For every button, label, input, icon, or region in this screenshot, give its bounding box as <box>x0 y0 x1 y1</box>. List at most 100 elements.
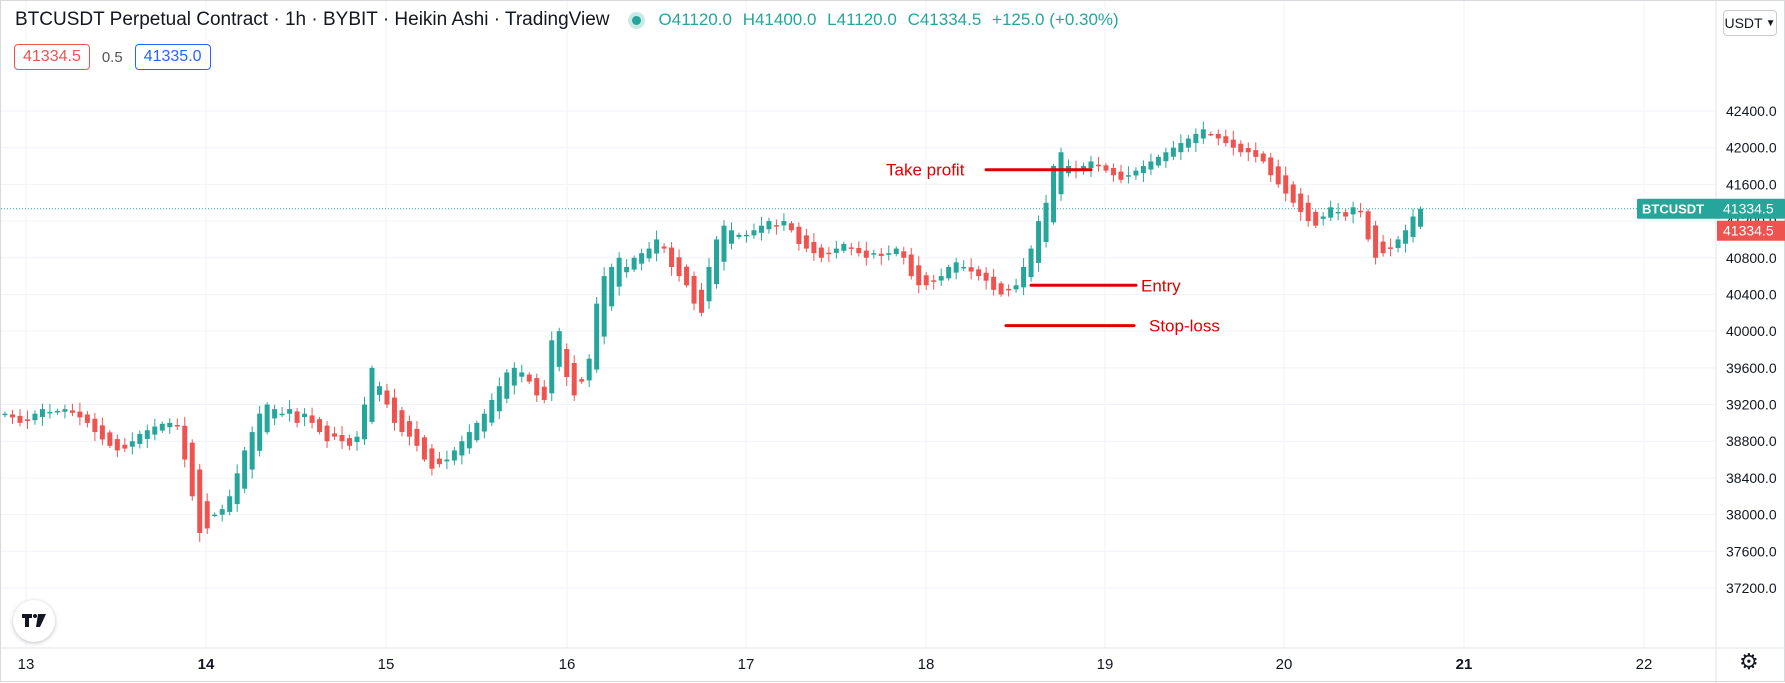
candle-body <box>1238 143 1244 153</box>
candle-body <box>571 363 577 396</box>
candle-body <box>77 411 83 418</box>
candle-body <box>556 331 562 367</box>
chart-title[interactable]: BTCUSDT Perpetual Contract · 1h · BYBIT … <box>15 9 610 30</box>
y-tick-label: 38400.0 <box>1726 470 1777 486</box>
chevron-down-icon: ▼ <box>1765 17 1776 29</box>
candle-body <box>1133 170 1139 176</box>
candle-body <box>878 253 884 256</box>
trade-buttons: 41334.5 0.5 41335.0 <box>14 44 211 70</box>
low-value: 41120.0 <box>836 10 897 29</box>
currency-select[interactable]: USDT ▼ <box>1723 10 1777 36</box>
candle-body <box>1081 166 1086 171</box>
candle-body <box>466 432 472 449</box>
high-label: H <box>742 10 755 29</box>
candle-body <box>541 386 547 400</box>
annotation-label: Stop-loss <box>1149 317 1220 336</box>
candle-body <box>129 441 135 447</box>
gear-icon[interactable]: ⚙ <box>1739 649 1759 674</box>
candle-body <box>347 438 353 446</box>
candle-body <box>1028 248 1034 278</box>
candle-body <box>1170 147 1176 157</box>
y-tick-label: 39200.0 <box>1726 397 1777 413</box>
annotation-label: Entry <box>1141 276 1181 295</box>
candle-body <box>721 225 727 262</box>
y-tick-label: 40400.0 <box>1726 286 1777 302</box>
spread-value: 0.5 <box>101 48 123 66</box>
candle-body <box>863 250 869 258</box>
candle-body <box>1208 133 1214 136</box>
currency-label: USDT <box>1724 15 1763 31</box>
candle-body <box>1230 139 1236 148</box>
candle-body <box>931 280 937 282</box>
candle-body <box>676 257 682 277</box>
candle-body <box>848 247 854 249</box>
candle-body <box>1313 211 1319 226</box>
candle-body <box>781 221 787 226</box>
candle-body <box>1178 143 1184 153</box>
tradingview-logo-icon[interactable] <box>13 600 55 642</box>
candle-body <box>47 411 53 414</box>
buy-button[interactable]: 41335.0 <box>134 44 211 70</box>
candle-body <box>444 459 450 462</box>
candle-body <box>339 435 345 442</box>
candle-body <box>1006 288 1012 291</box>
sell-button[interactable]: 41334.5 <box>14 44 90 70</box>
candle-body <box>534 378 540 396</box>
candle-body <box>1365 211 1371 240</box>
candle-body <box>1410 216 1416 237</box>
candle-body <box>1193 133 1199 144</box>
x-tick-label: 17 <box>738 656 755 673</box>
candle-body <box>69 410 75 413</box>
candle-body <box>2 413 8 416</box>
y-tick-label: 42400.0 <box>1726 103 1777 119</box>
y-tick-label: 37600.0 <box>1726 543 1777 559</box>
candle-body <box>1305 202 1311 222</box>
candle-body <box>773 225 779 227</box>
candle-body <box>421 437 427 460</box>
y-tick-label: 40800.0 <box>1726 250 1777 266</box>
candle-body <box>1358 210 1364 213</box>
candle-body <box>908 254 914 277</box>
candle-body <box>204 501 210 529</box>
candle-body <box>481 413 487 432</box>
candle-body <box>324 425 330 442</box>
candle-body <box>384 390 390 405</box>
candle-body <box>1163 152 1169 162</box>
candle-body <box>961 266 967 269</box>
candle-body <box>62 409 68 412</box>
x-tick-label: 20 <box>1276 656 1293 673</box>
candle-body <box>287 409 293 414</box>
candle-body <box>796 226 802 245</box>
red-price-label-bg <box>1717 220 1785 241</box>
candle-body <box>1036 221 1042 263</box>
candle-body <box>526 374 532 382</box>
candle-body <box>901 251 907 258</box>
candle-body <box>137 433 143 444</box>
low-label: L <box>827 10 837 29</box>
candle-body <box>938 276 944 281</box>
candle-body <box>504 372 510 399</box>
candle-body <box>983 272 989 281</box>
candle-body <box>639 253 645 264</box>
candle-body <box>1140 166 1146 174</box>
candle-body <box>159 423 165 431</box>
x-tick-label: 16 <box>559 656 576 673</box>
candle-body <box>1290 184 1296 203</box>
change-value: +125.0 (+0.30%) <box>992 10 1119 29</box>
y-tick-label: 40000.0 <box>1726 323 1777 339</box>
candle-body <box>242 450 248 489</box>
last-price-symbol: BTCUSDT <box>1642 202 1704 217</box>
candle-body <box>616 257 622 287</box>
candle-body <box>1215 133 1221 139</box>
candle-body <box>1388 247 1394 249</box>
candle-body <box>107 432 113 446</box>
candle-body <box>17 415 23 423</box>
x-tick-label: 19 <box>1097 656 1114 673</box>
annotation-label: Take profit <box>886 161 965 180</box>
x-tick-label: 22 <box>1636 656 1653 673</box>
y-tick-label: 38000.0 <box>1726 507 1777 523</box>
market-status-icon <box>631 15 641 25</box>
x-tick-label: 14 <box>198 656 215 673</box>
candle-body <box>841 244 847 251</box>
